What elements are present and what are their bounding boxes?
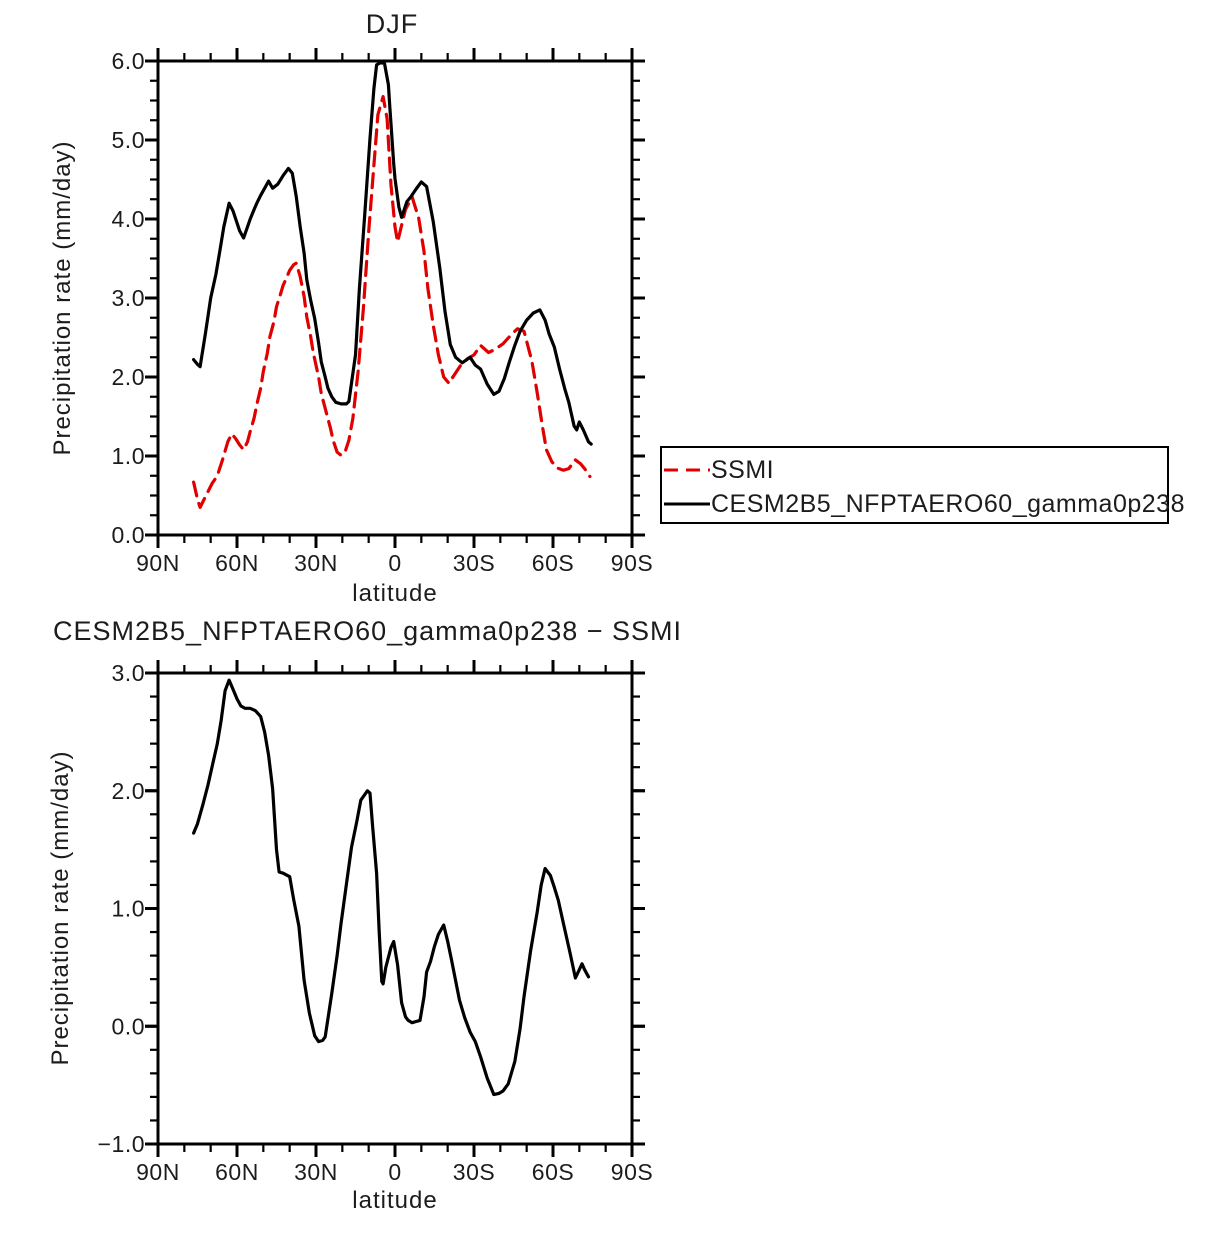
x-tick-label: 90S <box>611 550 653 576</box>
difference-series-line <box>192 678 591 1097</box>
y-tick-label: 2.0 <box>112 778 145 804</box>
bottom-y-axis-title: Precipitation rate (mm/day) <box>47 750 74 1065</box>
x-tick-label: 30S <box>453 550 495 576</box>
x-tick-label: 90S <box>611 1159 653 1185</box>
y-tick-label: 3.0 <box>112 285 145 311</box>
y-tick-label: 5.0 <box>112 127 145 153</box>
x-tick-label: 60S <box>532 550 574 576</box>
y-tick-label: 3.0 <box>112 660 145 686</box>
x-tick-label: 0 <box>388 1159 401 1185</box>
top-panel-title: DJF <box>366 9 419 39</box>
x-tick-label: 30N <box>294 550 338 576</box>
y-tick-label: 1.0 <box>112 896 145 922</box>
cesm-series-line <box>192 61 593 446</box>
x-tick-label: 60S <box>532 1159 574 1185</box>
y-tick-label: 4.0 <box>112 206 145 232</box>
x-tick-label: 60N <box>215 1159 259 1185</box>
x-tick-label: 30S <box>453 1159 495 1185</box>
x-tick-label: 30N <box>294 1159 338 1185</box>
plot-frame <box>156 671 634 1146</box>
x-tick-label: 60N <box>215 550 259 576</box>
y-tick-label: 6.0 <box>112 48 145 74</box>
legend: SSMI CESM2B5_NFPTAERO60_gamma0p238 <box>660 446 1185 524</box>
top-panel: 90N 60N 30N 0 30S 60S 90S 6.0 5.0 4.0 3.0 2.0 1.0 0.0 <box>112 48 653 576</box>
legend-cesm-label: CESM2B5_NFPTAERO60_gamma0p238 <box>711 490 1185 518</box>
legend-ssmi-label: SSMI <box>711 456 774 484</box>
x-tick-label: 90N <box>136 550 180 576</box>
x-tick-label: 90N <box>136 1159 180 1185</box>
top-y-axis-title: Precipitation rate (mm/day) <box>49 140 76 455</box>
y-tick-label: −1.0 <box>98 1131 145 1157</box>
ssmi-series-line <box>192 95 592 509</box>
x-tick-label: 0 <box>388 550 401 576</box>
y-tick-label: 0.0 <box>112 522 145 548</box>
bottom-panel: 90N 60N 30N 0 30S 60S 90S 3.0 2.0 1.0 0.0 −1.0 <box>98 660 653 1185</box>
bottom-x-axis-title: latitude <box>352 1187 437 1214</box>
plot-frame <box>156 59 634 537</box>
y-tick-label: 2.0 <box>112 364 145 390</box>
bottom-panel-title: CESM2B5_NFPTAERO60_gamma0p238 − SSMI <box>53 616 682 646</box>
legend-box <box>660 446 1169 524</box>
top-x-axis-title: latitude <box>352 580 437 607</box>
y-tick-label: 0.0 <box>112 1013 145 1039</box>
y-tick-label: 1.0 <box>112 443 145 469</box>
